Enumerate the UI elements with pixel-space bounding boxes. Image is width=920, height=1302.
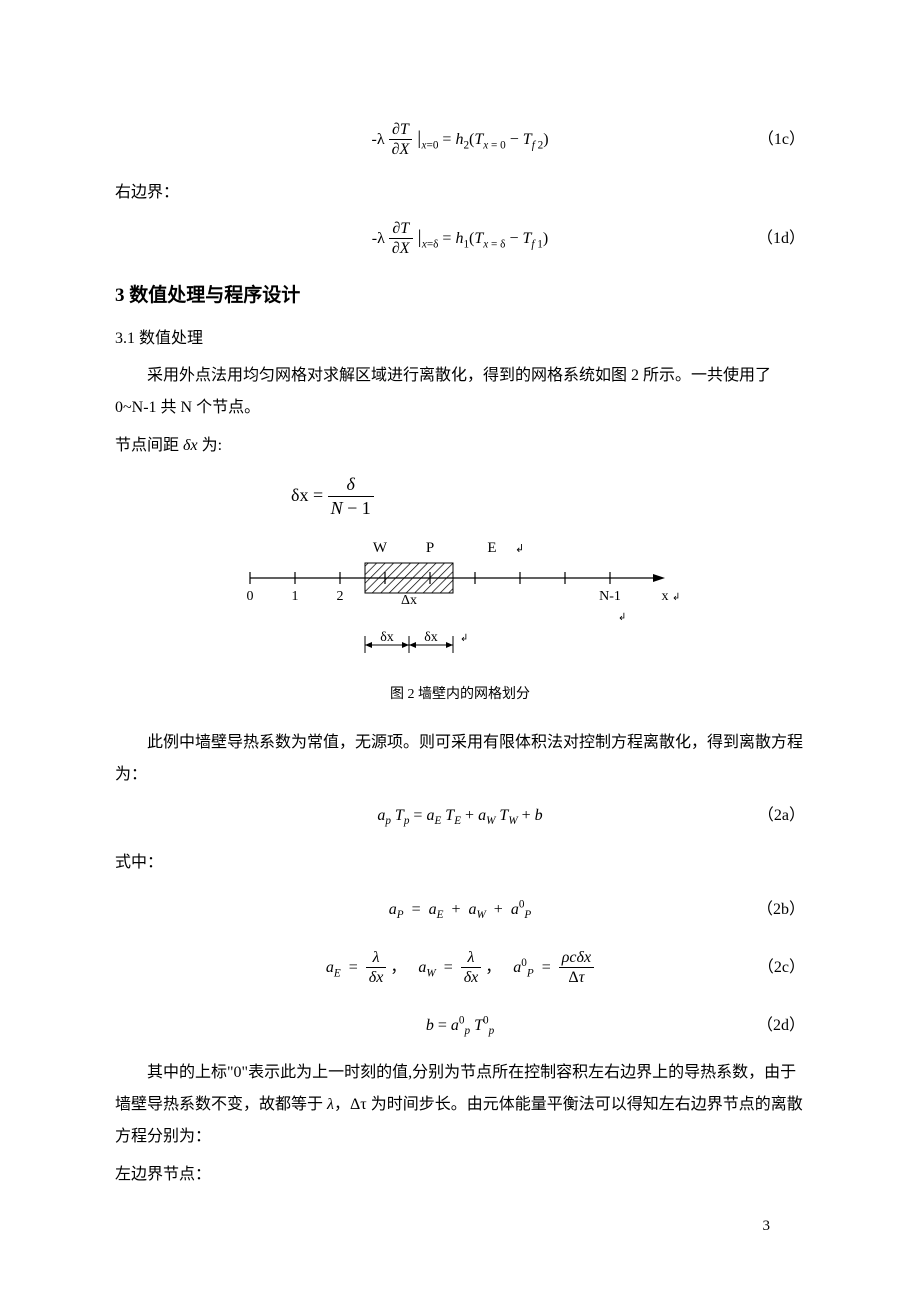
node-0: 0 (247, 589, 254, 604)
node-1: 1 (292, 589, 299, 604)
equation-2c-content: aE = λδx ， aW = λδx ， a0P = ρcδxΔτ (326, 948, 594, 989)
equation-2b-content: aP = aE + aW + a0P (389, 895, 532, 925)
equation-2a-number: （2a） (758, 801, 805, 831)
delta-tau-var: Δτ (350, 1096, 371, 1113)
where-label: 式中： (115, 847, 805, 879)
equation-1d: -λ ∂T∂X |x=δ = h1(Tx = δ − Tf 1) （1d） (115, 219, 805, 260)
section-3-1-title: 3.1 数值处理 (115, 324, 805, 354)
equation-2a: ap Tp = aE TE + aW TW + b （2a） (115, 801, 805, 831)
equation-1c: -λ ∂T∂X |x=0 = h2(Tx = 0 − Tf 2) （1c） (115, 120, 805, 161)
dim-arrow-r2 (446, 642, 453, 648)
equation-1c-content: -λ ∂T∂X |x=0 = h2(Tx = 0 − Tf 2) (371, 120, 548, 161)
figure-2: δx = δ N − 1 W P E ↲ 0 1 (115, 474, 805, 717)
dx-label-1: δx (380, 630, 394, 645)
left-boundary-node-label: 左边界节点： (115, 1159, 805, 1191)
para-after-figure: 此例中墙壁导热系数为常值，无源项。则可采用有限体积法对控制方程离散化，得到离散方… (115, 727, 805, 791)
x-axis-label: x (662, 589, 669, 604)
equation-2d-content: b = a0p T0p (426, 1011, 494, 1041)
page-number: 3 (763, 1212, 771, 1241)
right-boundary-label: 右边界： (115, 177, 805, 209)
grid-diagram-svg: W P E ↲ 0 1 2 Δx N-1 x ↲ ↲ (240, 538, 680, 668)
section-3-1-para1: 采用外点法用均匀网格对求解区域进行离散化，得到的网格系统如图 2 所示。一共使用… (115, 360, 805, 424)
equation-2d-number: （2d） (757, 1011, 805, 1041)
dim-arrow-l2 (409, 642, 416, 648)
delta-x-num: δ (328, 474, 374, 497)
delta-x-den-var: N (331, 498, 343, 518)
equation-2a-content: ap Tp = aE TE + aW TW + b (377, 801, 542, 831)
label-p: P (426, 540, 434, 556)
enter-icon-4: ↲ (618, 612, 626, 623)
equation-2c-number: （2c） (758, 953, 805, 983)
node-spacing-var: δx (183, 437, 198, 454)
node-spacing-pre: 节点间距 (115, 437, 183, 454)
equation-1d-number: （1d） (757, 224, 805, 254)
delta-x-label: Δx (401, 593, 417, 608)
equation-2d: b = a0p T0p （2d） (115, 1011, 805, 1041)
enter-icon-1: ↲ (515, 543, 524, 555)
dim-arrow-l1 (365, 642, 372, 648)
node-spacing-line: 节点间距 δx 为: (115, 430, 805, 462)
delta-x-lhs: δx = (291, 486, 323, 506)
equation-2b-number: （2b） (757, 895, 805, 925)
node-nm1: N-1 (599, 589, 621, 604)
dim-arrow-r1 (402, 642, 409, 648)
enter-icon-2: ↲ (672, 592, 680, 603)
control-volume-hatch (365, 563, 453, 593)
node-spacing-post: 为: (198, 437, 222, 454)
last-paragraph: 其中的上标"0"表示此为上一时刻的值,分别为节点所在控制容积左右边界上的导热系数… (115, 1057, 805, 1153)
label-w: W (373, 540, 388, 556)
dx-label-2: δx (424, 630, 438, 645)
axis-arrowhead (653, 574, 665, 582)
equation-1c-number: （1c） (758, 125, 805, 155)
figure-2-caption: 图 2 墙壁内的网格划分 (390, 682, 530, 709)
delta-x-den-minus: − 1 (343, 498, 371, 518)
label-e: E (487, 540, 496, 556)
equation-1d-content: -λ ∂T∂X |x=δ = h1(Tx = δ − Tf 1) (372, 219, 548, 260)
last-para-mid: ， (334, 1096, 350, 1113)
delta-x-formula: δx = δ N − 1 (291, 474, 374, 520)
equation-2b: aP = aE + aW + a0P （2b） (115, 895, 805, 925)
enter-icon-3: ↲ (460, 633, 468, 644)
lambda-var: λ (327, 1096, 334, 1113)
equation-2c: aE = λδx ， aW = λδx ， a0P = ρcδxΔτ （2c） (115, 948, 805, 989)
section-3-title: 3 数值处理与程序设计 (115, 278, 805, 314)
node-2: 2 (337, 589, 344, 604)
